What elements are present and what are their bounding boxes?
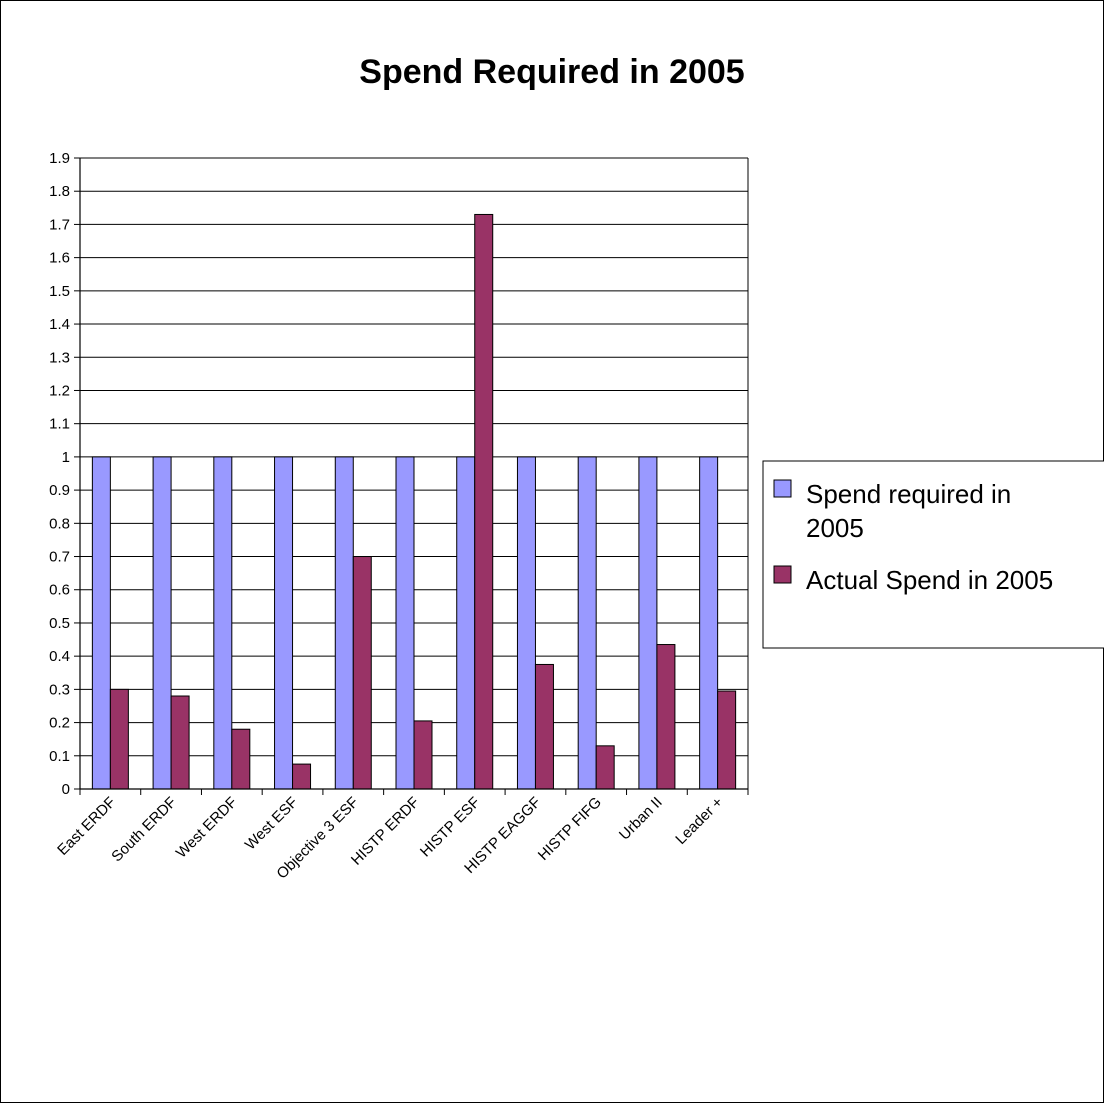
legend: Spend required in 2005 Actual Spend in 200… (762, 460, 1104, 649)
y-tick-label: 1.4 (49, 316, 70, 333)
bar-spend-required (395, 456, 415, 790)
chart-title: Spend Required in 2005 (359, 53, 744, 91)
bar-spend-required (699, 456, 719, 790)
bar-spend-required (577, 456, 597, 790)
y-tick-label: 0.5 (49, 615, 70, 632)
bar-spend-required (152, 456, 172, 790)
y-tick-label: 1.5 (49, 283, 70, 300)
bar-actual-spend (534, 663, 554, 790)
x-tick-label: West ERDF (173, 794, 241, 862)
y-tick-label: 0.7 (49, 549, 70, 566)
y-tick-label: 0.3 (49, 681, 70, 698)
x-tick-label: East ERDF (54, 794, 119, 859)
y-tick-label: 1 (62, 449, 70, 466)
bar-spend-required (213, 456, 233, 790)
y-tick-label: 1.7 (49, 216, 70, 233)
y-tick-label: 0.1 (49, 748, 70, 765)
x-tick-label: Urban II (616, 794, 666, 844)
y-tick-label: 0.8 (49, 515, 70, 532)
legend-label: 2005 (806, 513, 864, 543)
bar-actual-spend (656, 644, 676, 790)
y-tick-label: 1.9 (49, 150, 70, 167)
bar-spend-required (638, 456, 658, 790)
axes (74, 157, 749, 795)
y-tick-label: 0 (62, 781, 70, 798)
y-tick-label: 0.9 (49, 482, 70, 499)
y-tick-label: 1.8 (49, 183, 70, 200)
legend-label: Actual Spend in 2005 (806, 565, 1053, 595)
bar-actual-spend (717, 690, 737, 790)
y-tick-label: 1.3 (49, 349, 70, 366)
bar-spend-required (334, 456, 354, 790)
legend-swatch (773, 479, 792, 498)
y-tick-label: 0.2 (49, 715, 70, 732)
x-tick-label: HISTP ESF (417, 794, 484, 861)
bar-spend-required (91, 456, 111, 790)
bar-actual-spend (474, 213, 494, 790)
x-tick-label: HISTP FIFG (535, 794, 605, 864)
y-tick-label: 1.2 (49, 382, 70, 399)
bar-actual-spend (352, 556, 372, 790)
bar-actual-spend (231, 728, 251, 790)
legend-box (762, 460, 1104, 649)
y-tick-label: 1.6 (49, 250, 70, 267)
bar-actual-spend (413, 720, 433, 790)
y-tick-label: 0.6 (49, 582, 70, 599)
y-tick-label: 0.4 (49, 648, 70, 665)
bar-actual-spend (595, 745, 615, 790)
y-tick-labels: 0 0.1 0.2 0.3 0.4 0.5 0.6 0.7 0.8 0.9 1 1.1 1.2 1.3 1.… (49, 150, 70, 798)
legend-label: Spend required in (806, 479, 1011, 509)
bars (91, 213, 737, 790)
bar-spend-required (274, 456, 294, 790)
bar-actual-spend (292, 763, 312, 790)
bar-actual-spend (109, 688, 129, 790)
x-tick-label: Leader + (672, 794, 726, 848)
x-tick-label: South ERDF (108, 794, 180, 866)
bar-spend-required (516, 456, 536, 790)
bar-spend-required (456, 456, 476, 790)
legend-swatch (773, 565, 792, 584)
bar-actual-spend (170, 695, 190, 790)
y-tick-label: 1.1 (49, 416, 70, 433)
x-tick-label: West ESF (242, 794, 302, 854)
